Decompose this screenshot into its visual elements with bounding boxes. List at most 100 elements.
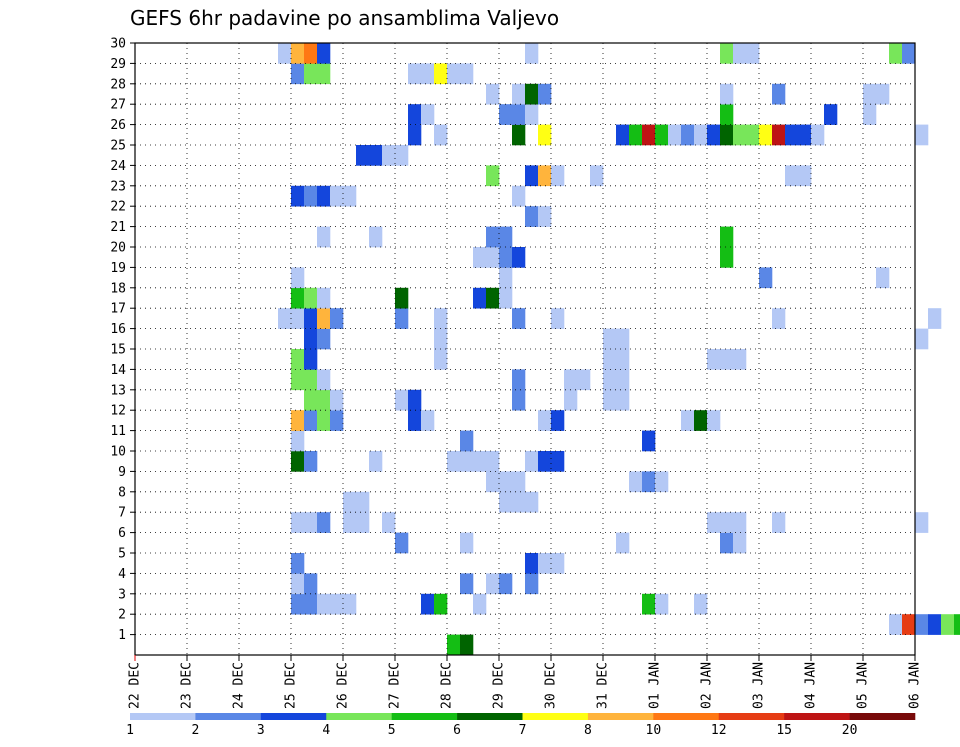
legend-label: 7 [519,723,527,738]
y-tick-label: 13 [110,383,126,398]
member-24-cell [486,165,500,187]
member-21-cell [317,226,331,248]
member-12-cell [408,410,422,431]
x-tick-label: 30 DEC [544,662,559,709]
member-2-cell [915,614,929,635]
x-tick-label: 04 JAN [804,662,819,709]
legend-swatch [849,713,916,720]
member-3-cell [343,593,357,615]
member-10-cell [538,451,552,472]
member-27-cell [421,104,435,125]
member-27-cell [525,104,539,125]
member-10-cell [473,451,487,472]
x-tick-label: 06 JAN [908,662,923,709]
member-3-cell [694,593,708,615]
member-15-cell [707,349,721,370]
legend-label: 1 [126,723,134,738]
x-tick-label: 23 DEC [180,662,195,709]
legend-label: 12 [711,723,727,738]
member-12-cell [330,410,344,431]
member-3-cell [330,593,344,615]
member-6-cell [616,532,630,554]
member-26-cell [733,124,747,146]
x-tick-label: 27 DEC [388,662,403,709]
y-tick-label: 20 [110,241,126,256]
member-18-cell [395,287,409,309]
x-tick-label: 31 DEC [596,662,611,709]
x-tick-label: 25 DEC [284,662,299,709]
member-7-cell [304,512,318,533]
member-7-cell [382,512,396,533]
member-9-cell [486,471,500,493]
member-23-cell [343,185,357,207]
member-12-cell [291,410,305,431]
member-5-cell [291,553,305,574]
member-28-cell [486,83,500,105]
member-12-cell [707,410,721,431]
legend-label: 3 [257,723,265,738]
member-19-cell [499,267,513,289]
member-6-cell [733,532,747,554]
legend-label: 4 [322,723,330,738]
y-tick-label: 2 [118,608,126,623]
member-17-cell [317,308,331,329]
member-28-cell [538,83,552,105]
member-12-cell [304,410,318,431]
member-30-cell [889,43,903,64]
member-18-cell [499,287,513,309]
member-30-cell [902,43,916,64]
member-24-cell [525,165,539,187]
y-tick-label: 26 [110,118,126,133]
legend-swatch [522,713,589,720]
member-30-cell [317,43,331,64]
member-14-cell [304,369,318,391]
legend-label: 10 [646,723,662,738]
member-23-cell [330,185,344,207]
member-21-cell [486,226,500,248]
member-7-cell [720,512,734,533]
member-18-cell [304,287,318,309]
y-tick-label: 3 [118,587,126,602]
legend-label: 5 [388,723,396,738]
x-tick-label: 03 JAN [752,662,767,709]
member-2-cell [954,614,960,635]
y-tick-label: 5 [118,547,126,562]
y-tick-label: 6 [118,526,126,541]
member-14-cell [603,369,617,391]
legend-label: 20 [842,723,858,738]
member-9-cell [512,471,526,493]
member-26-cell [538,124,552,146]
member-1-cell [447,634,461,656]
member-12-cell [317,410,331,431]
member-8-cell [512,491,526,513]
member-19-cell [291,267,305,289]
member-12-cell [538,410,552,431]
legend-label: 15 [776,723,792,738]
member-20-cell [720,247,734,268]
member-7-cell [343,512,357,533]
member-13-cell [564,389,578,411]
member-17-cell [551,308,565,329]
member-7-cell [733,512,747,533]
member-17-cell [330,308,344,329]
chart-title: GEFS 6hr padavine po ansamblima Valjevo [130,6,560,30]
legend-swatch [718,713,785,720]
member-15-cell [733,349,747,370]
member-9-cell [629,471,643,493]
member-24-cell [590,165,604,187]
member-25-cell [395,145,409,166]
member-4-cell [486,573,500,595]
member-10-cell [486,451,500,472]
member-15-cell [291,349,305,370]
y-tick-label: 18 [110,281,126,296]
x-tick-label: 01 JAN [648,662,663,709]
y-tick-label: 21 [110,220,126,235]
member-26-cell [642,124,656,146]
member-22-cell [525,206,539,227]
y-tick-label: 10 [110,445,126,460]
member-28-cell [772,83,786,105]
member-26-cell [655,124,669,146]
member-12-cell [421,410,435,431]
member-30-cell [525,43,539,64]
member-9-cell [499,471,513,493]
